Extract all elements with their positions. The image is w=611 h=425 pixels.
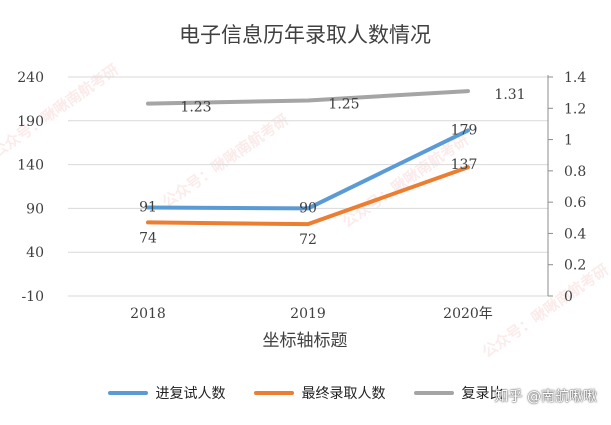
y-right-tick-label: 0.2 — [564, 258, 586, 274]
chart-title: 电子信息历年录取人数情况 — [179, 23, 431, 47]
y-right-tick-label: 0.4 — [564, 226, 586, 242]
legend-label: 复录比 — [461, 386, 504, 402]
legend-item: 复录比 — [413, 383, 504, 403]
grid-lines — [68, 76, 548, 297]
data-label: 72 — [299, 232, 317, 248]
x-axis-title: 坐标轴标题 — [263, 331, 348, 351]
y-left-tick-label: 90 — [26, 201, 44, 217]
x-tick-label: 2019 — [290, 306, 326, 322]
y-right-tick-label: 1.4 — [564, 70, 586, 86]
axes: 240 190 140 90 40 -10 1.4 1.2 1 0.8 0.6 0.4 0.2 0 2018… — [17, 70, 586, 322]
legend-item: 进复试人数 — [107, 383, 226, 403]
legend-swatch — [253, 391, 294, 395]
y-left-tick-label: 240 — [17, 70, 44, 86]
data-label: 90 — [299, 200, 317, 216]
y-right-tick-label: 1.2 — [564, 101, 586, 117]
legend: 进复试人数 最终录取人数 复录比 — [0, 383, 611, 403]
y-right-tick-label: 1 — [564, 133, 573, 149]
y-left-tick-label: 190 — [17, 114, 44, 130]
y-right-tick-label: 0.8 — [564, 164, 586, 180]
legend-swatch — [107, 391, 148, 395]
y-right-tick-label: 0.6 — [564, 195, 586, 211]
series-line — [146, 89, 470, 106]
legend-item: 最终录取人数 — [253, 383, 386, 403]
data-labels: 91 90 179 74 72 137 1.23 1.25 1.31 — [139, 87, 526, 248]
legend-label: 最终录取人数 — [301, 386, 386, 402]
y-left-tick-label: 40 — [26, 245, 44, 261]
data-label: 91 — [139, 200, 157, 216]
data-label: 179 — [451, 122, 478, 138]
data-label: 1.31 — [494, 87, 525, 103]
series-line — [146, 128, 470, 211]
data-label: 1.25 — [328, 96, 359, 112]
y-left-tick-label: -10 — [21, 289, 44, 305]
x-tick-label: 2020年 — [443, 306, 493, 322]
x-tick-label: 2018 — [130, 306, 166, 322]
data-label: 1.23 — [180, 100, 211, 116]
data-label: 74 — [139, 230, 157, 246]
series-line — [146, 165, 470, 227]
watermark-text: 知乎 @南航啾啾 — [494, 389, 597, 405]
y-left-tick-label: 140 — [17, 158, 44, 174]
line-chart: 电子信息历年录取人数情况 240 190 140 90 40 -10 1.4 1.2 1 0.8 0… — [17, 23, 586, 351]
y-right-tick-label: 0 — [564, 289, 573, 305]
data-label: 137 — [451, 157, 478, 173]
legend-label: 进复试人数 — [155, 386, 226, 402]
series-lines — [146, 89, 470, 227]
legend-swatch — [413, 391, 454, 395]
